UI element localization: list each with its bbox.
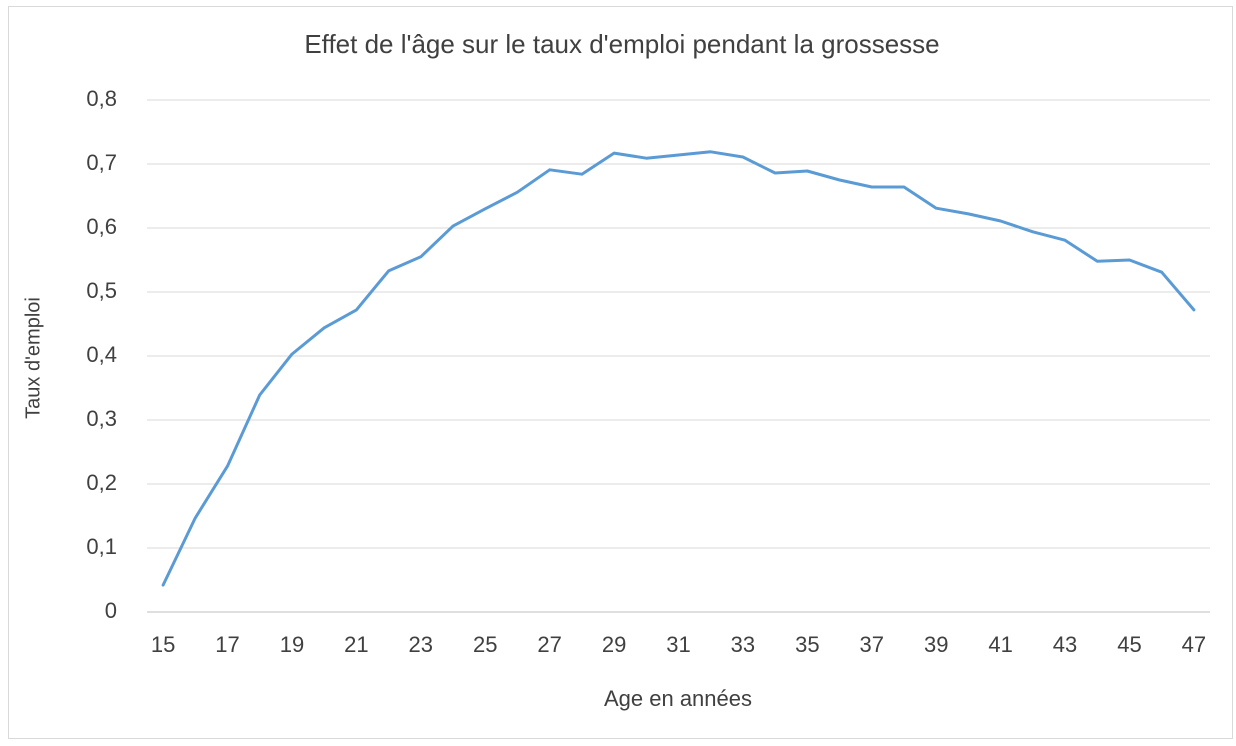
x-tick-label: 43 (1053, 632, 1077, 657)
chart-title: Effet de l'âge sur le taux d'emploi pend… (304, 29, 939, 59)
x-tick-label: 45 (1117, 632, 1141, 657)
x-tick-label: 33 (731, 632, 755, 657)
x-tick-label: 41 (988, 632, 1012, 657)
x-tick-label: 31 (666, 632, 690, 657)
y-tick-label: 0,6 (86, 214, 117, 239)
x-tick-label: 47 (1182, 632, 1206, 657)
x-tick-label: 23 (409, 632, 433, 657)
x-tick-label: 25 (473, 632, 497, 657)
y-tick-label: 0 (105, 598, 117, 623)
x-tick-label: 19 (280, 632, 304, 657)
y-tick-label: 0,4 (86, 342, 117, 367)
y-tick-label: 0,1 (86, 534, 117, 559)
y-tick-label: 0,7 (86, 150, 117, 175)
y-tick-label: 0,3 (86, 406, 117, 431)
x-tick-label: 27 (537, 632, 561, 657)
x-tick-label: 35 (795, 632, 819, 657)
data-line (161, 150, 1196, 587)
y-tick-label: 0,5 (86, 278, 117, 303)
chart-border (8, 6, 1233, 739)
y-tick-label: 0,2 (86, 470, 117, 495)
x-tick-label: 17 (215, 632, 239, 657)
x-tick-label: 21 (344, 632, 368, 657)
x-axis-label: Age en années (604, 686, 752, 711)
y-tick-label: 0,8 (86, 86, 117, 111)
x-tick-label: 15 (151, 632, 175, 657)
y-axis-label: Taux d'emploi (22, 297, 44, 419)
x-tick-label: 37 (860, 632, 884, 657)
x-tick-label: 29 (602, 632, 626, 657)
x-tick-label: 39 (924, 632, 948, 657)
